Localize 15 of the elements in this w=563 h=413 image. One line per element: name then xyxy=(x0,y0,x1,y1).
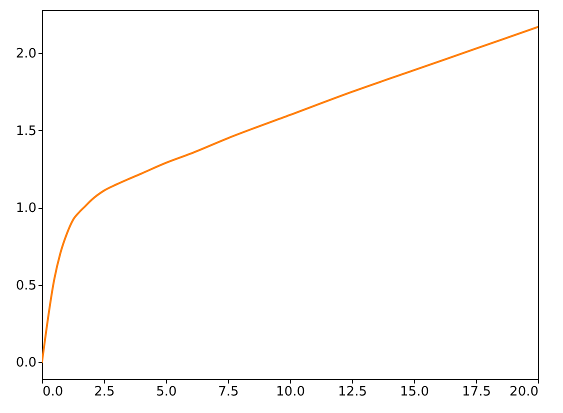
y-tick-label: 1.0 xyxy=(16,201,36,216)
y-tick-label: 0.0 xyxy=(16,356,36,371)
y-tick-label: 2.0 xyxy=(16,46,36,62)
x-tick-label: 20.0 xyxy=(510,384,538,400)
x-tick-label: 12.5 xyxy=(338,384,367,400)
y-tick-label: 1.5 xyxy=(16,124,36,139)
line-series xyxy=(42,26,538,364)
x-tick-label: 5.0 xyxy=(156,384,177,400)
x-tick-label: 0.0 xyxy=(42,384,64,400)
x-tick-label: 2.5 xyxy=(94,384,115,400)
x-tick-label: 7.5 xyxy=(218,384,239,400)
x-tick-label: 17.5 xyxy=(462,384,491,400)
x-tick-label: 15.0 xyxy=(400,384,429,400)
y-tick-label: 0.5 xyxy=(16,278,36,294)
x-tick-label: 10.0 xyxy=(276,384,305,400)
